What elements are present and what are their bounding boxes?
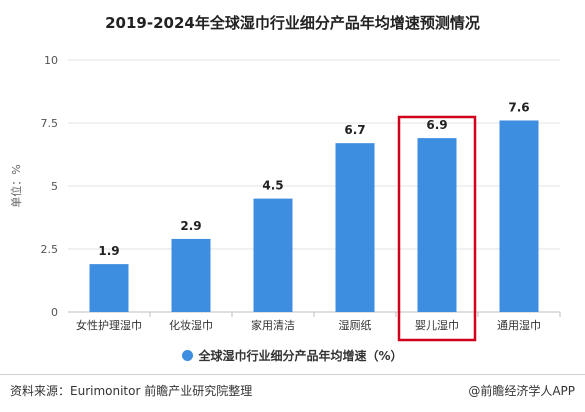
chart-title: 2019-2024年全球湿巾行业细分产品年均增速预测情况 bbox=[105, 14, 480, 32]
data-label: 4.5 bbox=[262, 179, 283, 193]
label-layer: 1.9 2.9 4.5 6.7 6.9 7.6 bbox=[98, 100, 530, 342]
y-axis-title: 单位：% bbox=[9, 164, 23, 207]
data-label: 1.9 bbox=[98, 244, 119, 258]
x-tick-label: 通用湿巾 bbox=[497, 318, 541, 332]
axis-layer: 0 2.5 5 7.5 10 女性护理湿巾 化妆湿巾 家用清洁 湿厕纸 婴儿湿巾 通用湿巾 bbox=[41, 54, 561, 332]
bar bbox=[499, 120, 539, 312]
bar bbox=[171, 238, 211, 312]
bar-layer bbox=[89, 120, 539, 312]
highlight-box bbox=[397, 115, 477, 342]
legend-swatch bbox=[182, 350, 194, 361]
x-tick-label: 家用清洁 bbox=[251, 318, 295, 332]
data-label: 6.7 bbox=[344, 123, 365, 137]
bar bbox=[253, 198, 293, 312]
footer-divider bbox=[0, 374, 585, 375]
data-label: 6.9 bbox=[426, 118, 447, 132]
x-tick-label: 湿厕纸 bbox=[339, 319, 372, 332]
y-tick-label: 0 bbox=[51, 306, 58, 319]
y-tick-label: 2.5 bbox=[41, 243, 59, 256]
grid-layer bbox=[68, 59, 560, 250]
legend-label: 全球湿巾行业细分产品年均增速（%） bbox=[198, 349, 403, 363]
x-tick-label: 婴儿湿巾 bbox=[415, 318, 459, 332]
data-label: 2.9 bbox=[180, 219, 201, 233]
y-tick-label: 10 bbox=[44, 54, 58, 67]
legend: 全球湿巾行业细分产品年均增速（%） bbox=[0, 347, 585, 364]
data-label: 7.6 bbox=[508, 100, 529, 114]
y-tick-label: 5 bbox=[51, 180, 58, 193]
source-text: 资料来源：Eurimonitor 前瞻产业研究院整理 bbox=[10, 384, 253, 398]
x-tick-label: 女性护理湿巾 bbox=[76, 318, 142, 332]
bar bbox=[417, 138, 457, 312]
brand-text: @前瞻经济学人APP bbox=[468, 384, 575, 398]
y-tick-label: 7.5 bbox=[41, 117, 59, 130]
x-tick-label: 化妆湿巾 bbox=[169, 318, 213, 332]
bar bbox=[335, 143, 375, 312]
bar bbox=[89, 264, 129, 312]
